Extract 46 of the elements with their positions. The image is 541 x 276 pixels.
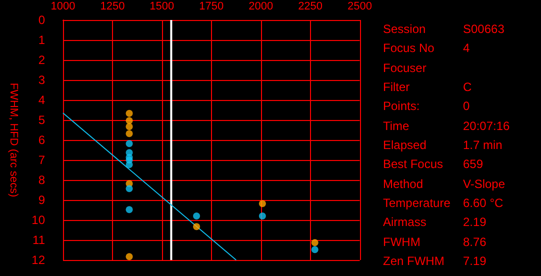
- text: Best Focus: [383, 157, 444, 172]
- y-tick-label: 0: [38, 13, 46, 27]
- y-tick-label: 11: [32, 233, 46, 247]
- y-tick-label: 3: [38, 73, 46, 87]
- text: Focuser: [383, 60, 426, 75]
- text: Focus No: [383, 41, 434, 56]
- text: 20:07:16: [463, 118, 510, 133]
- x-tick-label: 2500: [348, 0, 372, 12]
- text: 4: [463, 41, 470, 56]
- y-tick-label: 4: [38, 93, 46, 107]
- text: 8.76: [463, 234, 486, 249]
- text: 0: [463, 99, 470, 114]
- y-tick-label: 6: [38, 133, 46, 147]
- text: 1.7 min: [463, 138, 502, 152]
- text: Airmass: [383, 215, 426, 230]
- y-axis-title: FWHM, HFD (arc secs): [8, 82, 20, 198]
- text: Time: [383, 118, 410, 133]
- y-tick-label: 2: [38, 53, 46, 67]
- y-tick-label: 9: [38, 193, 46, 207]
- text: FWHM: [383, 234, 420, 249]
- text: Temperature: [383, 196, 450, 210]
- text: Method: [383, 176, 424, 191]
- y-tick-label: 10: [32, 213, 46, 227]
- text: C: [463, 80, 472, 94]
- y-tick-label: 5: [38, 113, 46, 127]
- text: 2.19: [463, 215, 486, 230]
- x-tick-label: 1500: [150, 0, 174, 12]
- y-tick-label: 7: [38, 153, 46, 167]
- x-tick-label: 1250: [100, 0, 125, 12]
- x-tick-label: 2000: [248, 0, 274, 12]
- text: Filter: [383, 80, 410, 94]
- x-tick-label: 1000: [50, 0, 76, 12]
- y-tick-label: 8: [38, 173, 46, 187]
- text: Session: [383, 22, 426, 36]
- text: Points:: [383, 99, 420, 114]
- text: 659: [463, 157, 484, 172]
- text: Zen FWHM: [383, 254, 444, 268]
- text: V-Slope: [463, 176, 506, 191]
- text: 7.19: [463, 254, 486, 268]
- y-tick-label: 12: [32, 253, 46, 267]
- text: Elapsed: [383, 138, 426, 152]
- text: S00663: [463, 22, 504, 36]
- y-tick-label: 1: [38, 33, 46, 47]
- x-tick-label: 1750: [199, 0, 224, 12]
- x-tick-label: 2250: [298, 0, 323, 12]
- text: 6.60 °C: [463, 196, 504, 210]
